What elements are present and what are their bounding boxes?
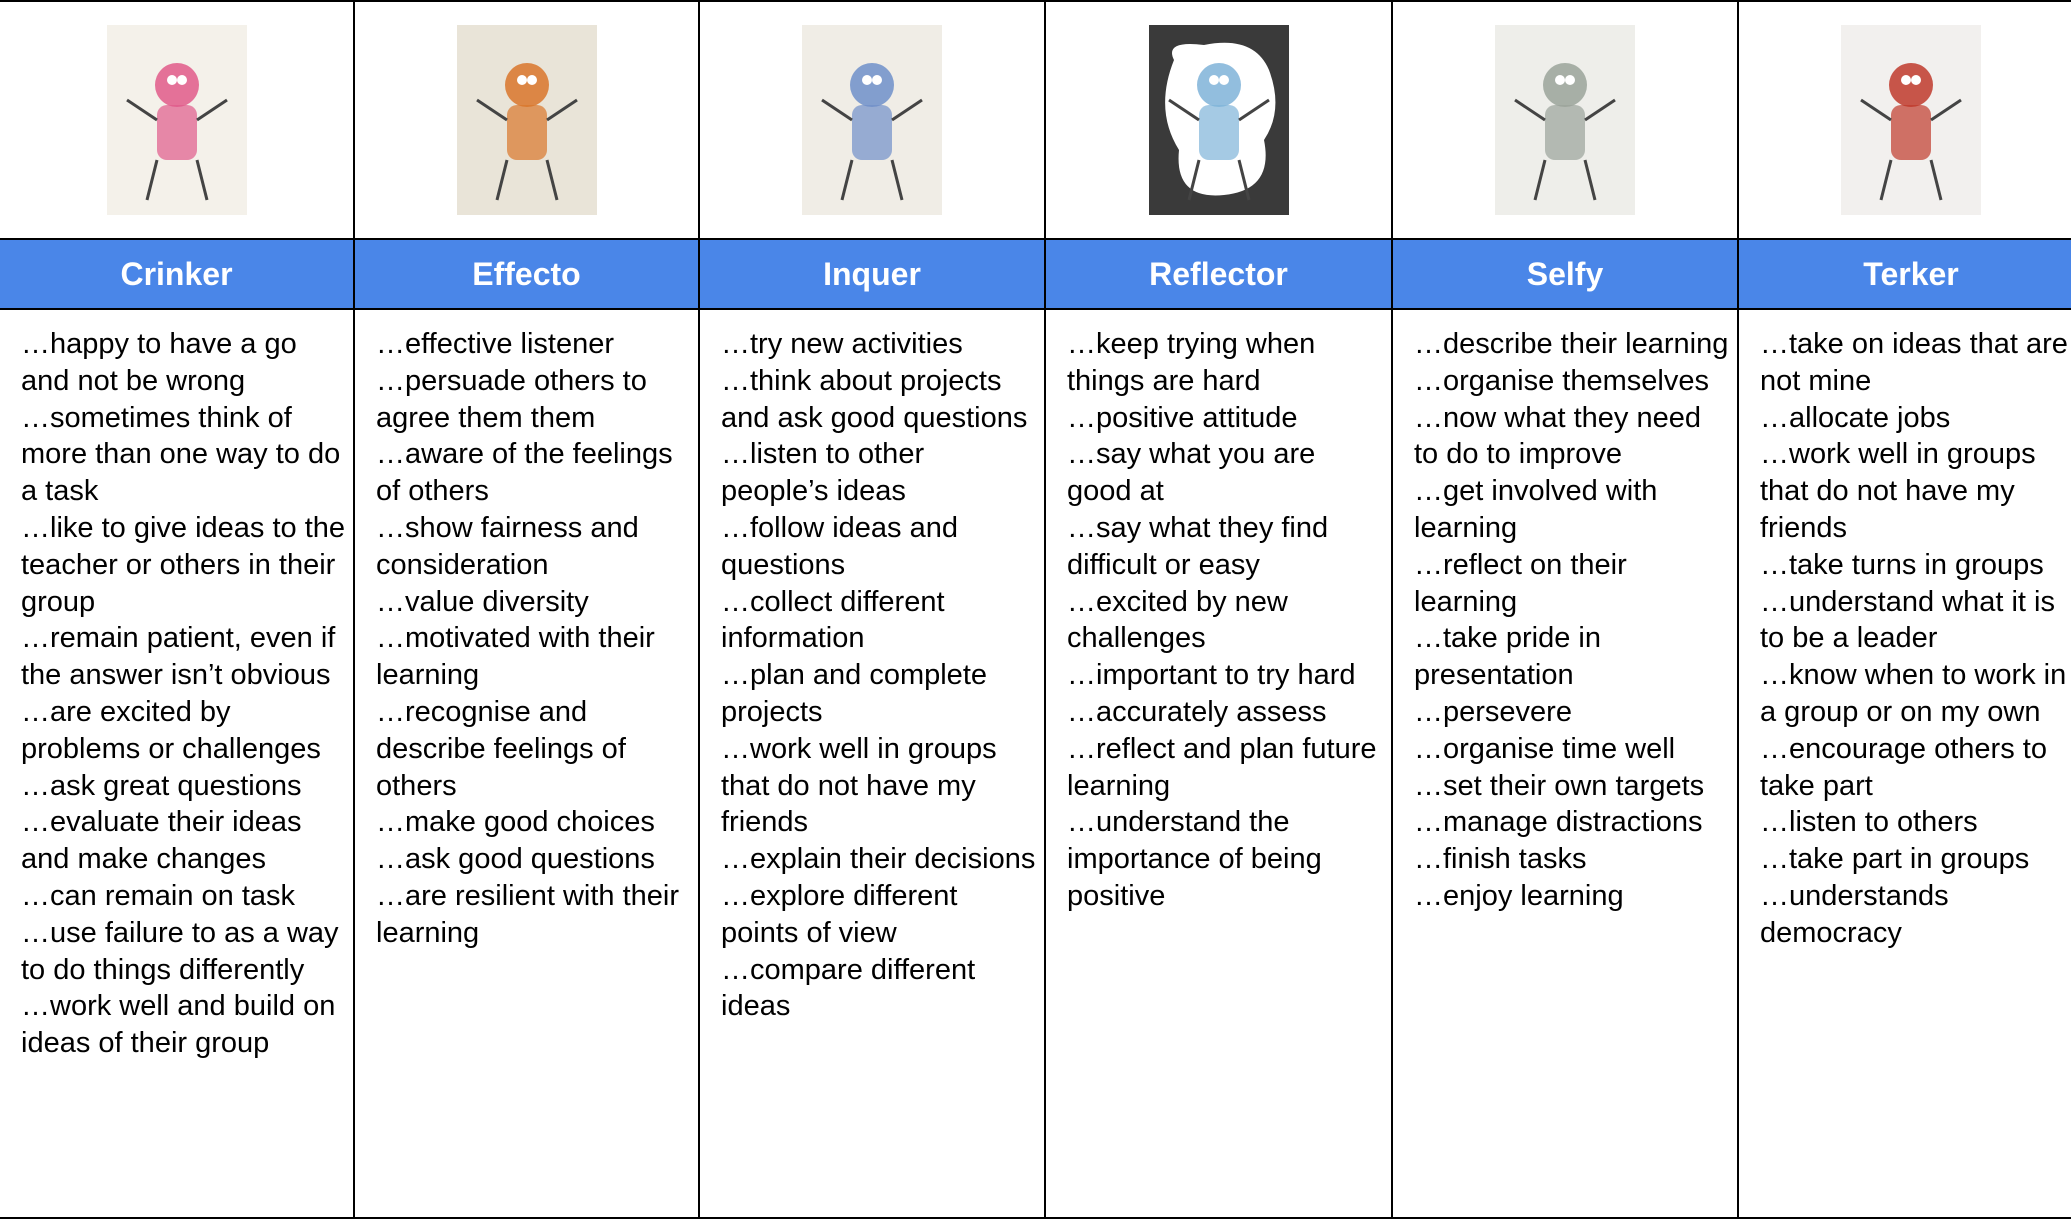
trait-item: …try new activities <box>721 328 963 360</box>
trait-item: …value diversity <box>376 585 589 618</box>
trait-item: …compare different ideas <box>721 953 976 1023</box>
trait-item: …ask great questions <box>21 769 302 802</box>
column-header: Selfy <box>1393 240 1739 310</box>
trait-item: …say what they find difficult or easy <box>1067 511 1329 581</box>
trait-item: …use failure to as a way to do things di… <box>21 916 339 986</box>
picture-cell <box>1739 2 2071 240</box>
trait-item: …take turns in groups <box>1760 548 2044 581</box>
trait-item: …get involved with learning <box>1414 475 1658 544</box>
trait-item: …now what they need to do to improve <box>1414 401 1701 471</box>
trait-item: …remain patient, even if the answer isn’… <box>21 622 336 692</box>
trait-item: …understand the importance of being posi… <box>1067 806 1322 912</box>
column-body: …try new activities …think about projects… <box>700 310 1046 1219</box>
column-header: Crinker <box>0 240 355 310</box>
trait-item: …enjoy learning <box>1414 879 1624 912</box>
trait-item: …evaluate their ideas and make changes <box>21 806 302 876</box>
trait-item: …allocate jobs <box>1760 401 1951 434</box>
character-drawing <box>456 25 597 215</box>
trait-item: …listen to others <box>1760 806 1978 839</box>
character-drawing <box>106 25 247 215</box>
trait-item: …know when to work in a group or on my o… <box>1760 659 2067 728</box>
column-header: Reflector <box>1046 240 1393 310</box>
trait-item: …are resilient with their learning <box>376 879 679 949</box>
column-body: …happy to have a go and not be wrong …som… <box>0 310 355 1219</box>
character-drawing <box>802 25 942 215</box>
trait-item: …plan and complete projects <box>721 659 987 728</box>
trait-item: …sometimes think of more than one way to… <box>21 401 341 508</box>
character-drawing <box>1148 25 1289 215</box>
trait-item: …work well and build on ideas of their g… <box>21 990 336 1060</box>
trait-item: …recognise and describe feelings of othe… <box>376 695 626 802</box>
trait-item: …aware of the feelings of others <box>376 438 673 508</box>
trait-item: …finish tasks <box>1414 843 1587 876</box>
trait-item: …excited by new challenges <box>1067 585 1288 655</box>
column-body: …take on ideas that are not mine …allocat… <box>1739 310 2071 1219</box>
trait-item: …set their own targets <box>1414 769 1705 802</box>
trait-item: …accurately assess <box>1067 695 1327 728</box>
picture-cell <box>0 2 355 240</box>
trait-item: …motivated with their learning <box>376 622 655 692</box>
trait-item: …take on ideas that are not mine <box>1760 328 2068 397</box>
trait-item: …collect different information <box>721 585 945 655</box>
picture-cell <box>1046 2 1393 240</box>
trait-item: …reflect on their learning <box>1414 548 1627 618</box>
trait-item: …ask good questions <box>376 843 655 876</box>
character-drawing <box>1495 25 1635 215</box>
column-body: …keep trying when things are hard …positi… <box>1046 310 1393 1219</box>
trait-item: …show fairness and consideration <box>376 511 639 581</box>
trait-item: …can remain on task <box>21 879 296 912</box>
trait-item: …think about projects and ask good quest… <box>721 364 1028 434</box>
trait-item: …effective listener <box>376 328 615 360</box>
trait-item: …manage distractions <box>1414 806 1703 839</box>
trait-item: …follow ideas and questions <box>721 511 958 581</box>
trait-item: …say what you are good at <box>1067 438 1316 508</box>
picture-cell <box>1393 2 1739 240</box>
trait-item: …understands democracy <box>1760 879 1949 949</box>
column-header: Effecto <box>355 240 700 310</box>
trait-item: …keep trying when things are hard <box>1067 328 1316 397</box>
column-header: Terker <box>1739 240 2071 310</box>
trait-item: …persuade others to agree them them <box>376 364 647 434</box>
trait-item: …listen to other people’s ideas <box>721 438 925 508</box>
trait-item: …persevere <box>1414 695 1572 728</box>
column-header: Inquer <box>700 240 1046 310</box>
trait-item: …work well in groups that do not have my… <box>721 732 997 839</box>
trait-item: …understand what it is to be a leader <box>1760 585 2055 655</box>
trait-item: …make good choices <box>376 806 655 839</box>
trait-item: …reflect and plan future learning <box>1067 732 1377 802</box>
picture-cell <box>700 2 1046 240</box>
trait-item: …organise themselves <box>1414 364 1709 397</box>
column-body: …effective listener …persuade others to a… <box>355 310 700 1219</box>
trait-item: …positive attitude <box>1067 401 1298 434</box>
trait-item: …encourage others to take part <box>1760 732 2047 802</box>
trait-item: …important to try hard <box>1067 659 1356 692</box>
trait-item: …explain their decisions <box>721 843 1036 876</box>
trait-item: …work well in groups that do not have my… <box>1760 438 2036 544</box>
character-drawing <box>1841 25 1981 215</box>
trait-item: …take pride in presentation <box>1414 622 1601 692</box>
trait-item: …organise time well <box>1414 732 1676 765</box>
trait-item: …happy to have a go and not be wrong <box>21 328 297 397</box>
column-body: …describe their learning …organise themse… <box>1393 310 1739 1219</box>
trait-item: …explore different points of view <box>721 879 958 949</box>
trait-item: …like to give ideas to the teacher or ot… <box>21 511 346 618</box>
trait-item: …are excited by problems or challenges <box>21 695 321 765</box>
trait-item: …describe their learning <box>1414 328 1729 360</box>
trait-item: …take part in groups <box>1760 843 2030 876</box>
picture-cell <box>355 2 700 240</box>
